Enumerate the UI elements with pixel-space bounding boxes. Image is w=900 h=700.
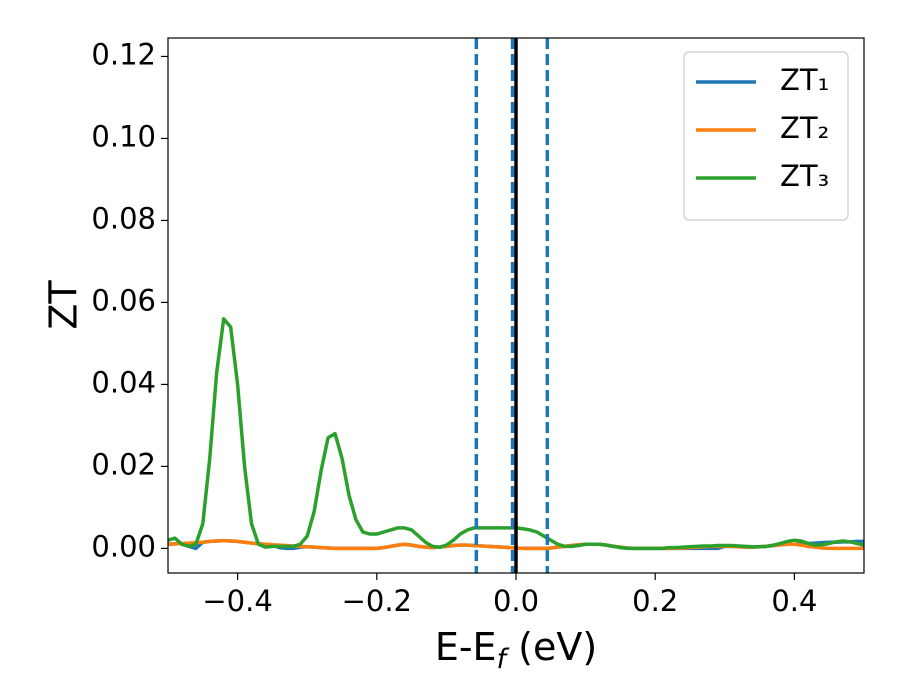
x-axis-label: E-Ef (eV)	[435, 625, 597, 675]
x-axis-label-part: E-E	[435, 625, 497, 669]
y-tick-label: 0.08	[91, 201, 156, 235]
x-tick-label: 0.4	[771, 584, 817, 618]
plot-frame	[167, 37, 865, 574]
x-tick-label: 0.2	[632, 584, 678, 618]
y-tick-label: 0.02	[91, 447, 156, 481]
x-tick-label: −0.2	[342, 584, 412, 618]
y-tick-label: 0.04	[91, 365, 156, 399]
y-tick-label: 0.00	[91, 529, 156, 563]
y-tick-label: 0.06	[91, 283, 156, 317]
x-axis-label-part: (eV)	[506, 625, 597, 669]
y-tick-label: 0.10	[91, 119, 156, 153]
y-axis-label: ZT	[42, 280, 86, 330]
x-tick-label: 0.0	[493, 584, 539, 618]
y-tick-label: 0.12	[91, 37, 156, 71]
legend-label: ZT₁	[780, 63, 829, 97]
x-tick-label: −0.4	[202, 584, 272, 618]
legend-label: ZT₂	[780, 111, 829, 145]
legend-label: ZT₃	[780, 159, 829, 193]
